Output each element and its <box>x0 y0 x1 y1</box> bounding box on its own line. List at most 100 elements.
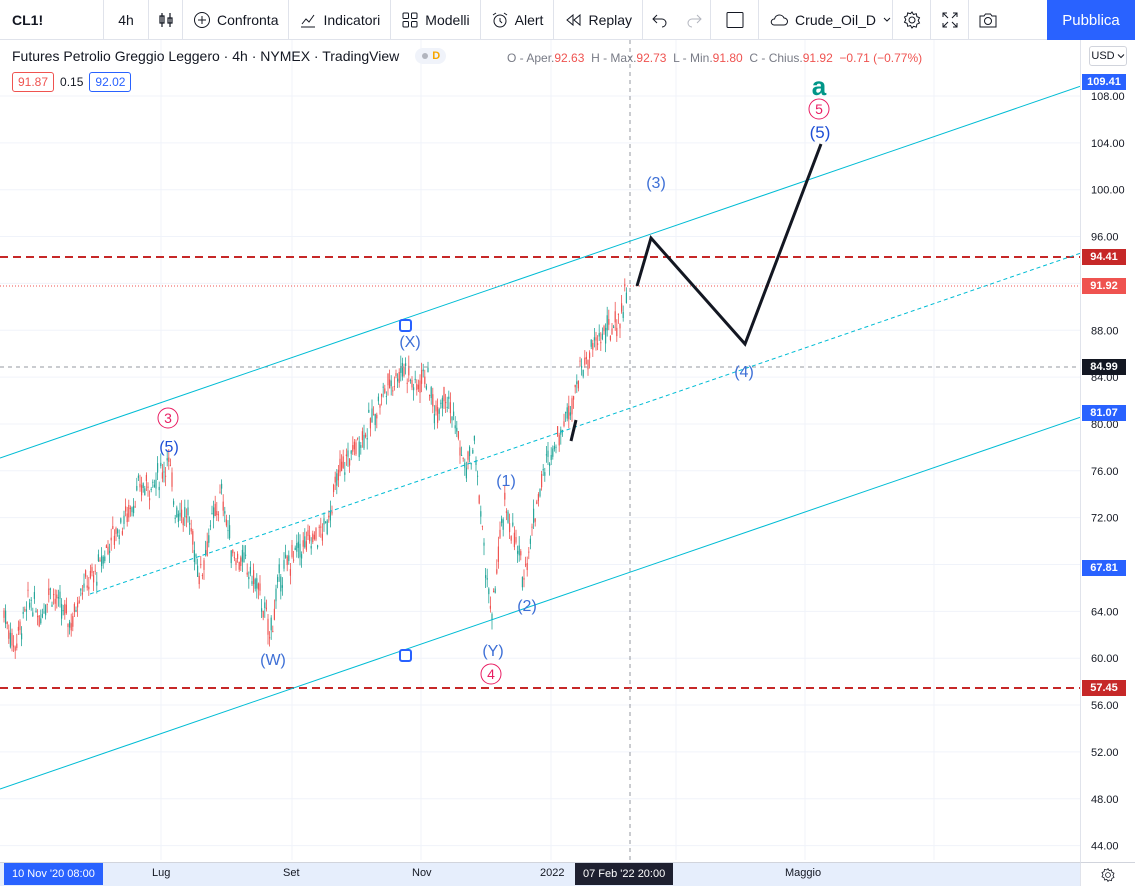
candle-body <box>24 609 26 611</box>
candle-body <box>310 545 312 549</box>
layout-button[interactable] <box>711 0 760 40</box>
candle-body <box>269 637 271 639</box>
candle-body <box>101 555 103 567</box>
candle-body <box>619 323 621 329</box>
candle-body <box>49 588 51 590</box>
candle-body <box>577 380 579 389</box>
candle-body <box>435 405 437 412</box>
candle-body <box>157 463 159 473</box>
ask-price[interactable]: 92.02 <box>89 72 132 92</box>
publish-button[interactable]: Pubblica <box>1047 0 1135 40</box>
price-chart[interactable]: (W) (X) (Y) (1) (2) (3) (4) (5) (5) 3 4 5a <box>0 40 1080 860</box>
candle-body <box>299 543 301 558</box>
redo-button[interactable] <box>677 0 712 40</box>
candle-body <box>117 529 119 534</box>
candle-body <box>174 517 176 519</box>
candle-body <box>317 545 319 548</box>
timeframe-button[interactable]: 4h <box>104 0 149 40</box>
candle-body <box>62 610 64 612</box>
compare-button[interactable]: Confronta <box>183 0 290 40</box>
candle-body <box>133 505 135 514</box>
candle-body <box>405 363 407 366</box>
candle-body <box>243 552 245 563</box>
chart-drawings: (W) (X) (Y) (1) (2) (3) (4) (5) (5) 3 4 5a <box>0 40 1080 860</box>
templates-button[interactable]: Modelli <box>391 0 481 40</box>
candle-body <box>169 464 171 466</box>
candle-body <box>195 554 197 557</box>
price-axis[interactable]: 108.00 104.00 100.00 96.00 88.00 84.00 80.00 76… <box>1080 40 1135 862</box>
indicators-icon <box>301 14 316 27</box>
change-value: −0.71 (−0.77%) <box>839 51 923 65</box>
candle-body <box>622 312 624 318</box>
candle-body <box>513 532 515 548</box>
candle-body <box>603 326 605 332</box>
candle-body <box>265 607 267 610</box>
candle-body <box>349 459 351 466</box>
time-axis[interactable] <box>0 862 1080 886</box>
candle-body <box>219 491 221 493</box>
candle-body <box>281 585 283 588</box>
candle-body <box>33 592 35 599</box>
replay-label: Replay <box>588 11 633 28</box>
axis-settings-button[interactable] <box>1080 862 1135 886</box>
fullscreen-button[interactable] <box>931 0 970 40</box>
candle-body <box>438 409 440 414</box>
indicators-button[interactable]: Indicatori <box>289 0 392 40</box>
candle-body <box>457 431 459 439</box>
save-layout-button[interactable]: Crude_Oil_D <box>759 0 894 40</box>
candle-body <box>232 550 234 554</box>
candle-body <box>345 454 347 457</box>
candle-body <box>113 535 115 545</box>
candle-body <box>134 506 136 508</box>
chart-style-button[interactable] <box>149 0 183 40</box>
time-tick-set: Set <box>283 867 300 879</box>
price-tick-label: 72.00 <box>1091 513 1119 525</box>
candle-body <box>459 447 461 456</box>
high-value: 92.73 <box>636 51 667 65</box>
price-label-crosshair: 84.99 <box>1082 359 1126 375</box>
candle-body <box>329 510 331 521</box>
candle-body <box>339 458 341 473</box>
candle-body <box>171 472 173 487</box>
candle-body <box>184 507 186 517</box>
candle-body <box>77 602 79 608</box>
candle-body <box>337 469 339 481</box>
undo-button[interactable] <box>643 0 677 40</box>
candle-body <box>153 484 155 487</box>
series-title[interactable]: Futures Petrolio Greggio Leggero · 4h · … <box>12 48 400 64</box>
channel-handle <box>399 319 412 332</box>
candle-body <box>267 618 269 635</box>
market-status[interactable]: D <box>415 48 447 64</box>
candle-body <box>379 404 381 408</box>
candle-body <box>433 413 435 424</box>
candle-body <box>32 612 34 617</box>
chart-legend: Futures Petrolio Greggio Leggero · 4h · … <box>12 48 447 64</box>
candle-body <box>449 402 451 414</box>
candle-body <box>158 486 160 491</box>
alert-button[interactable]: Alert <box>481 0 555 40</box>
replay-button[interactable]: Replay <box>554 0 644 40</box>
candle-body <box>168 457 170 462</box>
candle-body <box>3 610 5 618</box>
candle-body <box>515 536 517 543</box>
candle-body <box>609 335 611 341</box>
settings-button[interactable] <box>893 0 932 40</box>
symbol-search-button[interactable]: CL1! <box>0 0 104 40</box>
candle-body <box>401 362 403 377</box>
candle-body <box>99 559 101 562</box>
candle-body <box>9 632 11 648</box>
candle-body <box>507 511 509 523</box>
bid-price[interactable]: 91.87 <box>12 72 55 92</box>
candle-body <box>288 555 290 561</box>
candle-body <box>501 518 503 523</box>
snapshot-button[interactable] <box>969 0 1007 40</box>
candle-body <box>261 608 263 612</box>
candle-body <box>413 387 415 391</box>
price-tick-label: 52.00 <box>1091 747 1119 759</box>
candle-body <box>585 356 587 360</box>
candle-body <box>286 556 288 566</box>
currency-selector[interactable]: USD <box>1089 46 1127 66</box>
candle-body <box>502 519 504 530</box>
candle-body <box>209 525 211 527</box>
candle-body <box>361 431 363 441</box>
